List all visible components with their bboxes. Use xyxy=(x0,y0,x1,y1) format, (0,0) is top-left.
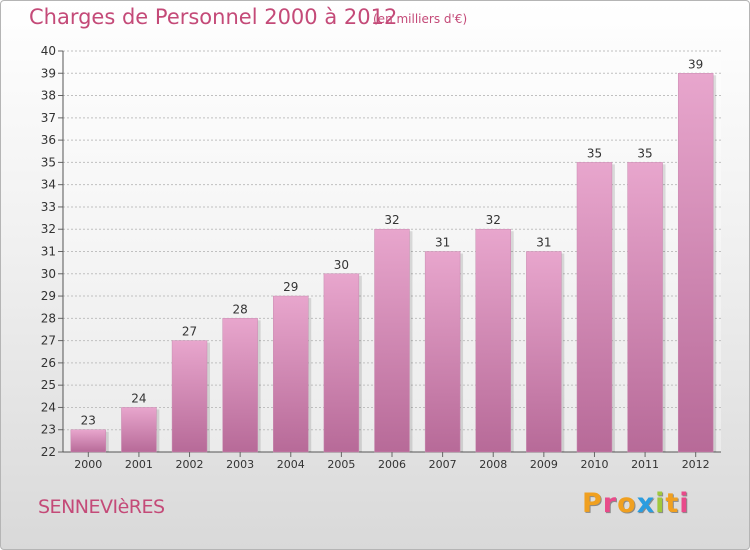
bar[interactable] xyxy=(374,228,410,453)
chart-subtitle: (en milliers d'€) xyxy=(373,12,468,26)
logo-letter: o xyxy=(617,488,637,519)
data-label: 39 xyxy=(688,57,703,71)
y-tick-label: 31 xyxy=(41,245,56,259)
commune-name: SENNEVIèRES xyxy=(38,496,165,518)
y-tick-label: 26 xyxy=(41,356,56,370)
y-tick-label: 32 xyxy=(41,222,56,236)
bar[interactable] xyxy=(121,407,157,453)
bar[interactable] xyxy=(677,73,714,453)
x-tick-label: 2002 xyxy=(176,458,204,471)
x-tick-label: 2007 xyxy=(429,458,457,471)
data-label: 29 xyxy=(283,280,298,294)
data-label: 31 xyxy=(435,236,450,250)
y-tick-label: 36 xyxy=(41,133,56,147)
y-tick-label: 38 xyxy=(41,89,56,103)
y-tick-label: 29 xyxy=(41,289,56,303)
data-label: 35 xyxy=(637,146,652,160)
data-label: 32 xyxy=(384,213,399,227)
y-tick-label: 30 xyxy=(41,267,56,281)
data-label: 28 xyxy=(233,302,248,316)
y-tick-label: 33 xyxy=(41,200,56,214)
data-label: 31 xyxy=(536,236,551,250)
bar[interactable] xyxy=(323,273,360,453)
y-tick-label: 40 xyxy=(41,44,56,58)
bar[interactable] xyxy=(424,251,461,453)
x-tick-label: 2000 xyxy=(74,458,102,471)
bar[interactable] xyxy=(273,295,309,453)
x-tick-label: 2005 xyxy=(327,458,355,471)
bar[interactable] xyxy=(526,251,562,453)
bar[interactable] xyxy=(70,429,107,453)
x-tick-label: 2009 xyxy=(530,458,558,471)
data-label: 30 xyxy=(334,258,349,272)
data-label: 23 xyxy=(81,414,96,428)
y-tick-label: 39 xyxy=(41,66,56,80)
bar[interactable] xyxy=(171,340,208,453)
logo-letter: t xyxy=(665,488,680,519)
y-tick-label: 27 xyxy=(41,334,56,348)
y-tick-label: 23 xyxy=(41,423,56,437)
logo-letter: i xyxy=(679,488,690,519)
x-tick-label: 2011 xyxy=(631,458,659,471)
data-label: 32 xyxy=(486,213,501,227)
bar[interactable] xyxy=(475,228,511,453)
x-tick-label: 2004 xyxy=(277,458,305,471)
data-label: 27 xyxy=(182,325,197,339)
y-tick-label: 35 xyxy=(41,155,56,169)
y-tick-label: 37 xyxy=(41,111,56,125)
x-tick-label: 2003 xyxy=(226,458,254,471)
y-tick-label: 34 xyxy=(41,178,56,192)
x-tick-label: 2008 xyxy=(479,458,507,471)
y-tick-label: 22 xyxy=(41,445,56,459)
x-tick-label: 2001 xyxy=(125,458,153,471)
data-label: 24 xyxy=(131,391,146,405)
x-tick-label: 2010 xyxy=(580,458,608,471)
proxiti-logo[interactable]: Proxiti xyxy=(582,488,690,519)
logo-letter: P xyxy=(582,488,603,519)
y-tick-label: 24 xyxy=(41,400,56,414)
data-label: 35 xyxy=(587,146,602,160)
y-tick-label: 25 xyxy=(41,378,56,392)
bar[interactable] xyxy=(627,162,663,453)
chart-title: Charges de Personnel 2000 à 2012 xyxy=(29,5,398,29)
logo-letter: i xyxy=(655,488,666,519)
x-tick-label: 2006 xyxy=(378,458,406,471)
bar[interactable] xyxy=(576,162,613,453)
y-tick-label: 28 xyxy=(41,311,56,325)
x-tick-label: 2012 xyxy=(682,458,710,471)
logo-letter: x xyxy=(636,488,656,519)
bar[interactable] xyxy=(222,318,258,453)
logo-letter: r xyxy=(602,488,618,519)
